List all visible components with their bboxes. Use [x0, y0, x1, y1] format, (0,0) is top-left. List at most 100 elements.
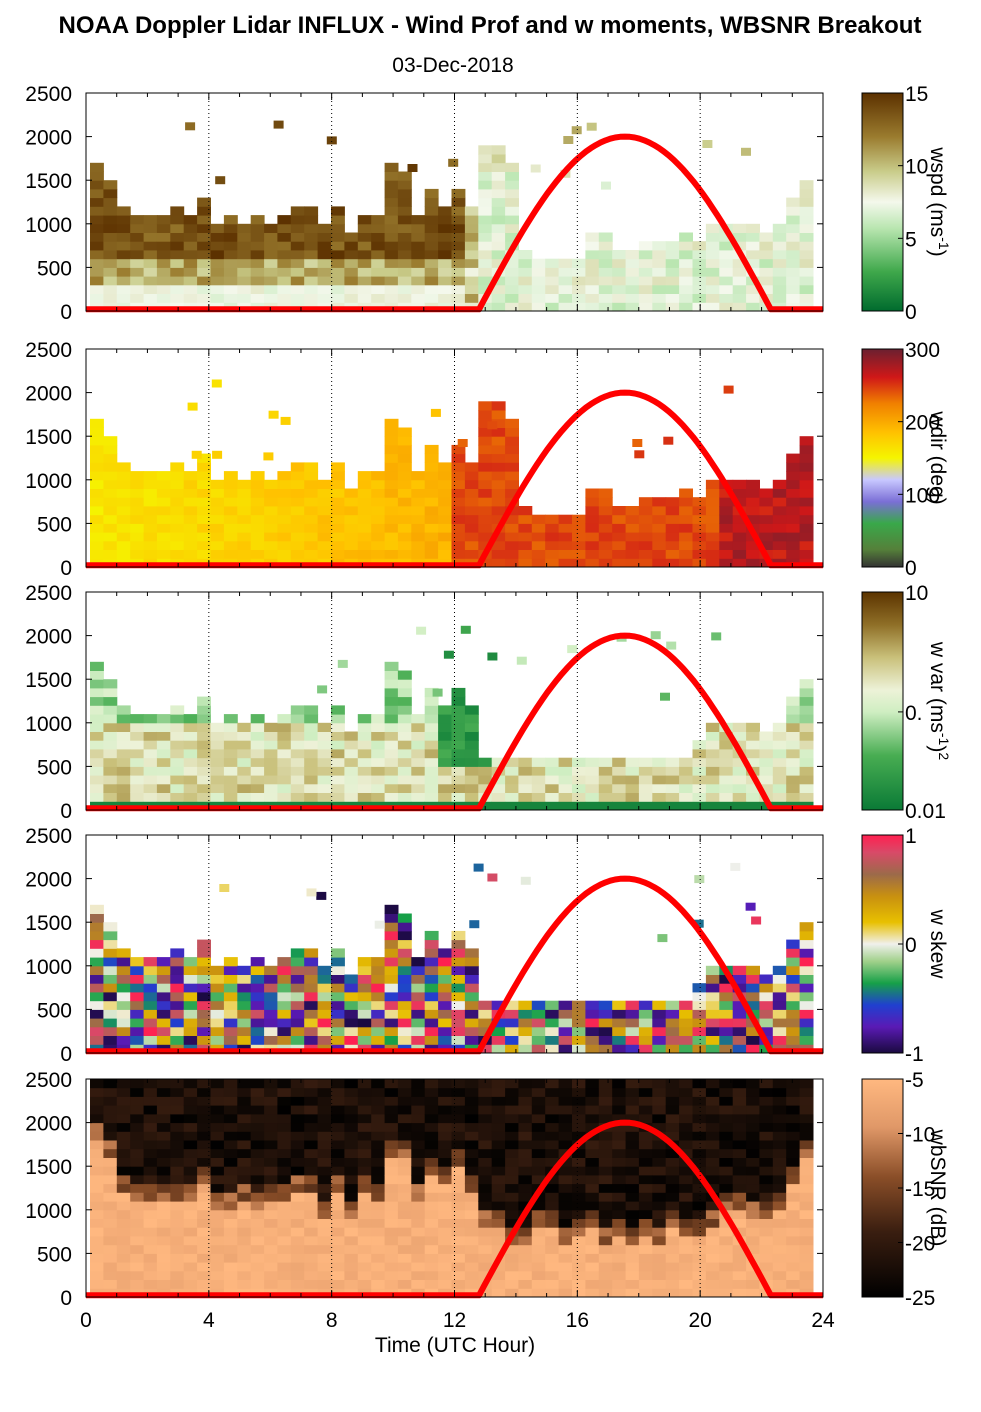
heatmap-cell	[90, 549, 104, 559]
heatmap-cell	[518, 302, 533, 312]
heatmap-cell	[799, 453, 814, 463]
heatmap-cell	[438, 749, 452, 759]
heatmap-cell	[223, 250, 238, 260]
heatmap-cell	[317, 250, 332, 260]
heatmap-cell	[665, 766, 680, 776]
heatmap-cell	[692, 740, 707, 750]
heatmap-cell	[103, 1183, 118, 1193]
heatmap-cell	[478, 1157, 493, 1167]
heatmap-cell	[250, 293, 265, 303]
heatmap-cell	[451, 957, 466, 967]
heatmap-cell	[464, 1131, 479, 1141]
heatmap-cell	[371, 1113, 386, 1124]
heatmap-cell	[197, 293, 211, 303]
heatmap-cell	[290, 523, 305, 533]
heatmap-cell	[530, 164, 541, 173]
heatmap-cell	[585, 792, 600, 802]
heatmap-cell	[130, 293, 145, 303]
heatmap-cell	[156, 241, 171, 251]
heatmap-cell	[652, 1244, 667, 1254]
heatmap-cell	[705, 514, 720, 524]
heatmap-cell	[90, 696, 104, 706]
heatmap-cell	[116, 740, 131, 750]
heatmap-cell	[558, 792, 573, 802]
heatmap-cell	[90, 523, 104, 533]
heatmap-cell	[397, 974, 412, 984]
heatmap-cell	[491, 250, 506, 260]
heatmap-cell	[692, 241, 707, 251]
heatmap-cell	[545, 801, 560, 811]
heatmap-cell	[719, 267, 734, 277]
heatmap-cell	[130, 479, 145, 489]
heatmap-cell	[491, 180, 506, 190]
heatmap-cell	[130, 488, 145, 498]
heatmap-cell	[652, 757, 667, 767]
heatmap-cell	[116, 206, 131, 216]
heatmap-cell	[772, 1262, 787, 1272]
heatmap-cell	[397, 1105, 412, 1115]
heatmap-cell	[130, 506, 145, 516]
heatmap-cell	[90, 232, 104, 242]
heatmap-cell	[357, 1209, 372, 1219]
heatmap-cell	[290, 206, 305, 216]
heatmap-cell	[799, 276, 814, 286]
heatmap-cell	[478, 1174, 493, 1185]
heatmap-cell	[317, 1209, 332, 1219]
heatmap-cell	[558, 1166, 573, 1176]
heatmap-cell	[90, 930, 104, 941]
heatmap-cell	[384, 180, 399, 190]
heatmap-cell	[210, 722, 225, 732]
heatmap-cell	[290, 1227, 305, 1237]
heatmap-cell	[344, 1018, 359, 1028]
y-tick-label: 2500	[25, 83, 72, 106]
heatmap-cell	[411, 479, 426, 489]
heatmap-cell	[491, 1131, 506, 1141]
heatmap-cell	[384, 1140, 399, 1150]
heatmap-cell	[505, 471, 519, 481]
heatmap-cell	[438, 549, 452, 559]
heatmap-cell	[290, 1148, 305, 1158]
heatmap-cell	[264, 1148, 278, 1158]
heatmap-cell	[772, 276, 787, 286]
heatmap-cell	[772, 549, 787, 559]
heatmap-cell	[331, 462, 345, 472]
heatmap-cell	[116, 1192, 131, 1202]
heatmap-cell	[759, 1270, 774, 1280]
heatmap-cell	[625, 1044, 640, 1054]
heatmap-cell	[344, 232, 359, 242]
heatmap-cell	[491, 1157, 506, 1167]
heatmap-cell	[411, 1009, 426, 1019]
heatmap-cell	[531, 792, 546, 802]
heatmap-cell	[545, 757, 560, 767]
heatmap-cell	[451, 687, 466, 698]
heatmap-cell	[612, 267, 627, 277]
heatmap-cell	[156, 284, 171, 294]
heatmap-cell	[277, 506, 292, 516]
heatmap-cell	[384, 948, 399, 958]
heatmap-cell	[397, 1244, 412, 1254]
heatmap-cell	[103, 948, 118, 958]
heatmap-cell	[237, 1183, 252, 1193]
heatmap-cell	[331, 293, 345, 303]
heatmap-cell	[183, 1201, 198, 1211]
heatmap-cell	[264, 1227, 278, 1237]
heatmap-cell	[103, 1270, 118, 1280]
heatmap-cell	[197, 549, 211, 559]
heatmap-cell	[505, 1122, 519, 1132]
heatmap-cell	[143, 258, 158, 268]
heatmap-cell	[411, 983, 426, 993]
x-tick-label: 4	[203, 1309, 215, 1332]
heatmap-cell	[197, 1157, 211, 1167]
heatmap-cell	[90, 1192, 104, 1202]
heatmap-cell	[625, 1244, 640, 1254]
heatmap-cell	[705, 731, 720, 741]
heatmap-cell	[625, 514, 640, 524]
heatmap-cell	[116, 1253, 131, 1263]
heatmap-cell	[598, 1166, 613, 1176]
heatmap-cell	[103, 241, 118, 251]
heatmap-cell	[478, 1288, 493, 1298]
heatmap-cell	[210, 1270, 225, 1280]
heatmap-cell	[384, 540, 399, 550]
heatmap-cell	[344, 284, 359, 294]
heatmap-cell	[277, 1026, 292, 1036]
